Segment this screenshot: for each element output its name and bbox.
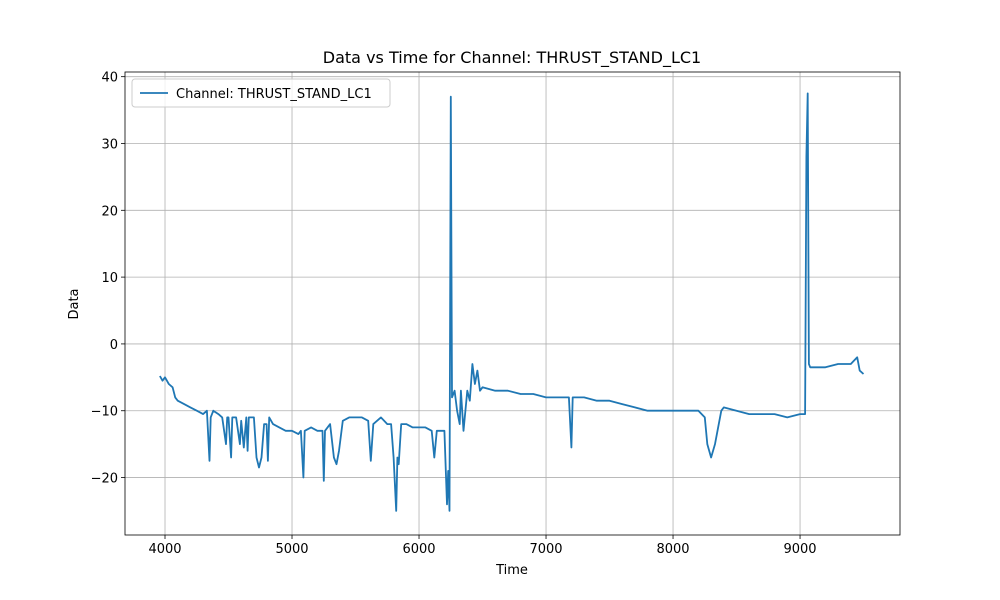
x-tick-label: 6000 (402, 542, 435, 557)
legend-box (131, 78, 391, 108)
y-tick-label: 10 (101, 271, 118, 286)
y-axis-label: Data (67, 288, 82, 319)
y-tick-label: 0 (110, 338, 118, 353)
x-axis-label: Time (495, 563, 528, 578)
x-tick-label: 4000 (148, 542, 181, 557)
x-tick-label: 7000 (529, 542, 562, 557)
chart-title: Data vs Time for Channel: THRUST_STAND_L… (323, 48, 701, 68)
x-tick-label: 5000 (275, 542, 308, 557)
y-tick-label: −20 (91, 472, 118, 487)
plot-frame (124, 71, 901, 536)
y-tick-label: 20 (101, 204, 118, 219)
x-tick-label: 9000 (783, 542, 816, 557)
x-tick-label: 8000 (656, 542, 689, 557)
legend-label: Channel: THRUST_STAND_LC1 (176, 87, 372, 102)
y-tick-label: 30 (101, 137, 118, 152)
y-tick-label: −10 (91, 405, 118, 420)
y-tick-label: 40 (101, 71, 118, 86)
data-line (159, 92, 865, 512)
